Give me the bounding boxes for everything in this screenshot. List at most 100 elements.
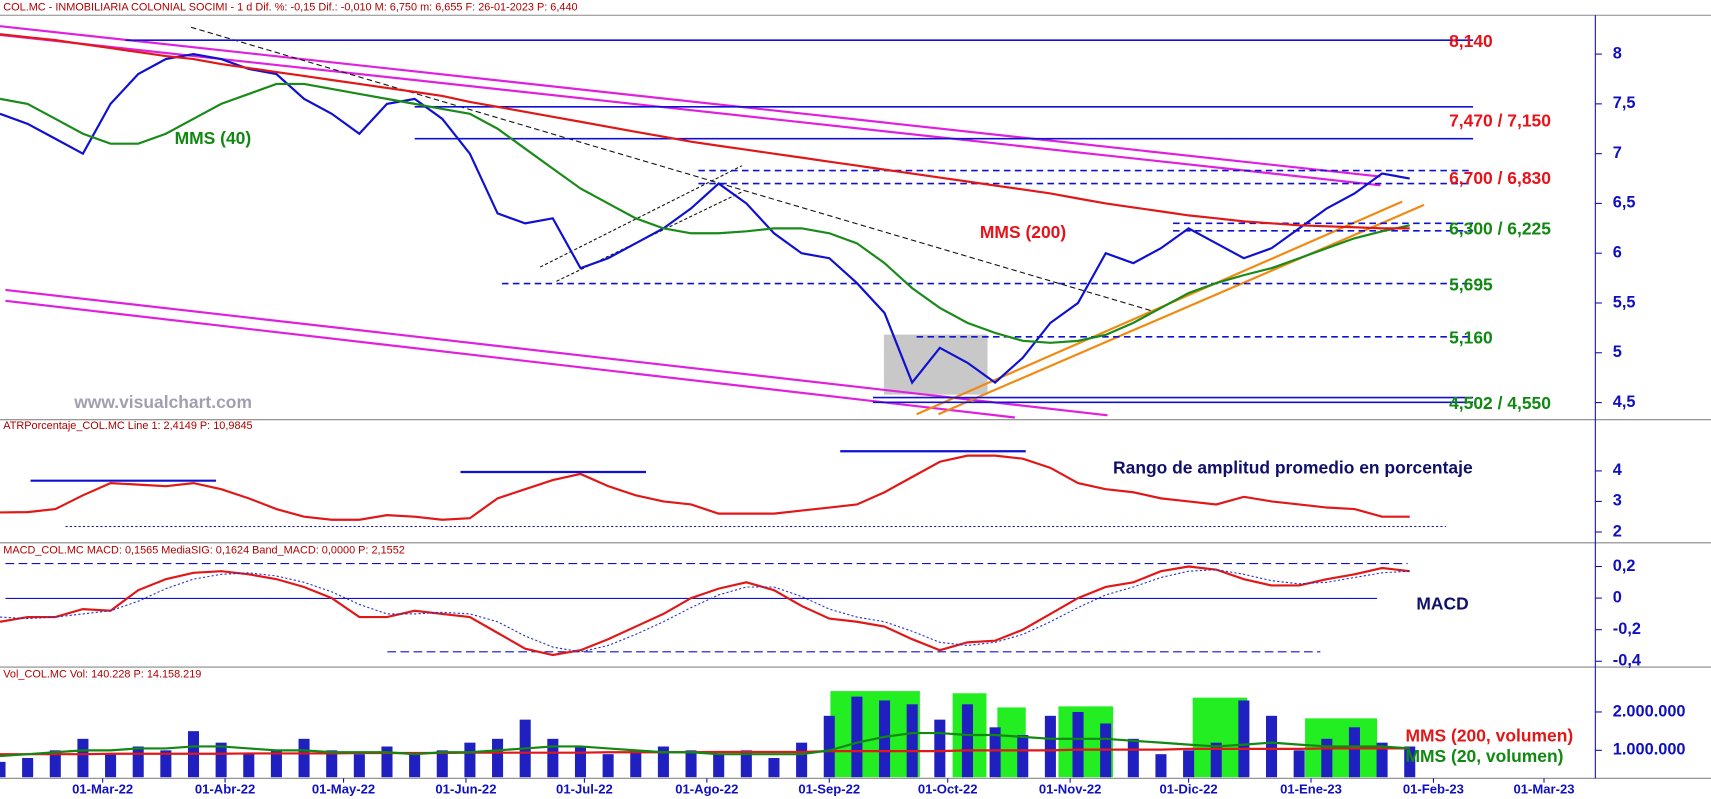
volume-bar [270, 750, 282, 778]
y-tick-label: 2 [1613, 522, 1622, 540]
annotation: www.visualchart.com [73, 392, 252, 412]
x-tick-label: 01-Nov-22 [1039, 782, 1102, 797]
trendline [190, 26, 1152, 312]
x-tick-label: 01-Abr-22 [195, 782, 255, 797]
y-tick-label: 1.000.000 [1613, 741, 1686, 759]
y-tick-label: 0,2 [1613, 557, 1636, 575]
legend-entry: MMS (200, volumen) [1405, 725, 1573, 745]
y-tick-label: 0 [1613, 588, 1622, 606]
volume-bar [0, 761, 6, 778]
y-tick-label: -0,2 [1613, 620, 1641, 638]
volume-bar [1348, 727, 1360, 778]
drawings [0, 25, 1446, 778]
volume-bar [934, 719, 946, 778]
y-tick-label: 8 [1613, 44, 1622, 62]
level-label: 7,470 / 7,150 [1449, 111, 1551, 131]
volume-bar [1072, 711, 1084, 778]
volume-bar [602, 754, 614, 778]
x-tick-label: 01-Mar-22 [72, 782, 133, 797]
volume-bar [879, 700, 891, 778]
x-tick-label: 01-Sep-22 [798, 782, 860, 797]
volume-bar [1044, 715, 1056, 778]
volume-bar [1210, 742, 1222, 778]
legend-entry: MMS (20, volumen) [1405, 746, 1563, 766]
trendline [0, 33, 1381, 187]
volume-bar [961, 704, 973, 778]
panel-title: Vol_COL.MC Vol: 140.228 P: 14.158.219 [3, 669, 201, 681]
volume-bar [547, 738, 559, 778]
level-label: 6,300 / 6,225 [1449, 218, 1551, 238]
volume-bar [409, 754, 421, 778]
x-tick-label: 01-Mar-23 [1513, 782, 1574, 797]
y-tick-label: 3 [1613, 492, 1622, 510]
y-tick-label: 6 [1613, 244, 1622, 262]
series-line [0, 569, 1410, 653]
level-label: 5,695 [1449, 274, 1493, 294]
volume-bar [989, 727, 1001, 778]
series-line [0, 747, 1410, 756]
volume-bar [1127, 738, 1139, 778]
volume-bar [1404, 746, 1416, 778]
level-label: 5,160 [1449, 328, 1493, 348]
volume-bar [49, 750, 61, 778]
volume-bar [1238, 700, 1250, 778]
volume-bar [768, 758, 780, 778]
volume-bar [740, 750, 752, 778]
volume-bar [1155, 754, 1167, 778]
volume-bar [326, 750, 338, 778]
y-tick-label: 4 [1613, 461, 1622, 479]
x-tick-label: 01-Jun-22 [435, 782, 496, 797]
series-line [0, 565, 1410, 657]
trendline [0, 25, 1381, 178]
volume-bar [243, 754, 255, 778]
volume-bar [160, 750, 172, 778]
volume-bar [796, 742, 808, 778]
volume-bar [215, 742, 227, 778]
series-line [0, 82, 1410, 344]
level-label: 4,502 / 4,550 [1449, 393, 1551, 413]
x-tick-label: 01-Ago-22 [675, 782, 738, 797]
level-label: 6,700 / 6,830 [1449, 168, 1551, 188]
x-tick-label: 01-Oct-22 [918, 782, 978, 797]
annotation: Rango de amplitud promedio en porcentaje [1113, 457, 1473, 477]
trendline [5, 299, 1015, 419]
volume-bar [685, 750, 697, 778]
volume-bar [353, 754, 365, 778]
volume-bar [1265, 715, 1278, 778]
volume-bar [1293, 750, 1305, 778]
volume-bar [105, 754, 117, 778]
volume-bar [22, 758, 34, 778]
panel-title: MACD_COL.MC MACD: 0,1565 MediaSIG: 0,162… [3, 544, 405, 556]
x-tick-label: 01-Jul-22 [556, 782, 613, 797]
volume-bar [132, 746, 144, 778]
x-tick-label: 01-Ene-23 [1280, 782, 1342, 797]
annotation: MACD [1416, 594, 1468, 614]
panel-frames [0, 14, 1711, 779]
volume-bar [906, 704, 918, 778]
trendline [5, 288, 1108, 417]
volume-bar [1017, 734, 1029, 778]
x-tick-label: 01-Feb-23 [1403, 782, 1464, 797]
volume-bar [1183, 750, 1195, 778]
volume-bar [492, 738, 504, 778]
volume-bar [77, 738, 89, 778]
y-tick-label: 7,5 [1613, 94, 1636, 112]
volume-bar [464, 742, 476, 778]
annotation: MMS (40) [175, 128, 252, 148]
volume-bar [1321, 738, 1333, 778]
y-tick-label: 4,5 [1613, 393, 1636, 411]
channel-line [539, 165, 743, 268]
panel-title: ATRPorcentaje_COL.MC Line 1: 2,4149 P: 1… [3, 420, 252, 432]
y-tick-label: 2.000.000 [1613, 702, 1686, 720]
annotation: MMS (200) [980, 222, 1066, 242]
volume-bar [436, 750, 448, 778]
y-tick-label: 5,5 [1613, 293, 1636, 311]
panel-title: COL.MC - INMOBILIARIA COLONIAL SOCIMI - … [3, 2, 577, 14]
series-line [0, 33, 1410, 230]
y-tick-label: 5 [1613, 343, 1622, 361]
volume-bar [1376, 742, 1388, 778]
x-tick-label: 01-May-22 [312, 782, 375, 797]
series-line [0, 731, 1410, 758]
volume-bar [713, 754, 725, 778]
